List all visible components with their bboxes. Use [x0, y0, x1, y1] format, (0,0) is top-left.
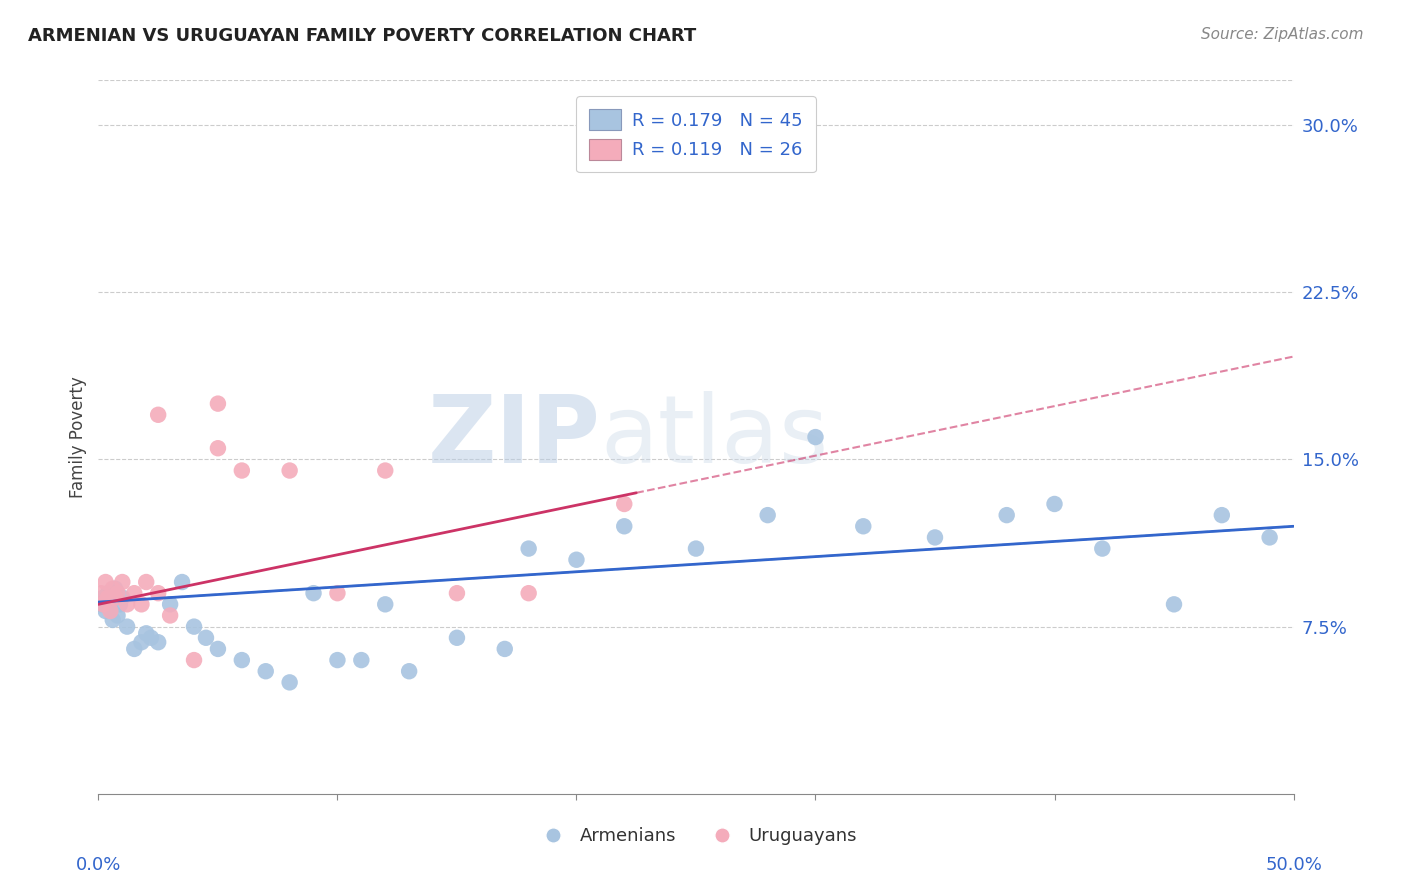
Point: [183, 619, 205, 633]
Point: [278, 675, 301, 690]
Point: [613, 497, 636, 511]
Point: [148, 635, 170, 649]
Point: [131, 635, 153, 649]
Point: [107, 586, 129, 600]
Text: ARMENIAN VS URUGUAYAN FAMILY POVERTY CORRELATION CHART: ARMENIAN VS URUGUAYAN FAMILY POVERTY COR…: [28, 27, 696, 45]
Point: [195, 631, 218, 645]
Point: [98, 604, 122, 618]
Point: [91, 591, 114, 605]
Point: [101, 582, 124, 596]
Point: [104, 582, 127, 596]
Point: [446, 586, 468, 600]
Point: [139, 631, 162, 645]
Point: [97, 591, 120, 605]
Point: [91, 598, 114, 612]
Point: [565, 552, 588, 567]
Point: [131, 598, 153, 612]
Point: [159, 608, 181, 623]
Point: [183, 653, 205, 667]
Point: [350, 653, 373, 667]
Point: [207, 442, 229, 455]
Point: [111, 591, 134, 605]
Point: [231, 653, 253, 667]
Point: [1163, 598, 1185, 612]
Point: [374, 598, 396, 612]
Point: [995, 508, 1018, 523]
Point: [90, 586, 112, 600]
Point: [1211, 508, 1233, 523]
Point: [98, 602, 122, 616]
Point: [278, 464, 301, 478]
Point: [446, 631, 468, 645]
Text: 0.0%: 0.0%: [76, 856, 121, 874]
Point: [326, 653, 349, 667]
Point: [231, 464, 253, 478]
Point: [97, 586, 120, 600]
Point: [517, 541, 540, 556]
Point: [111, 575, 134, 590]
Point: [207, 642, 229, 657]
Point: [1091, 541, 1114, 556]
Point: [135, 626, 157, 640]
Point: [398, 664, 420, 679]
Point: [924, 530, 946, 544]
Point: [90, 598, 112, 612]
Point: [94, 604, 117, 618]
Point: [115, 598, 138, 612]
Point: [104, 591, 127, 605]
Point: [135, 575, 157, 590]
Point: [613, 519, 636, 533]
Point: [756, 508, 779, 523]
Point: [254, 664, 277, 679]
Legend: Armenians, Uruguayans: Armenians, Uruguayans: [527, 821, 865, 853]
Point: [108, 598, 131, 612]
Point: [115, 619, 138, 633]
Point: [148, 408, 170, 422]
Point: [326, 586, 349, 600]
Point: [517, 586, 540, 600]
Point: [172, 575, 194, 590]
Text: atlas: atlas: [600, 391, 828, 483]
Point: [1258, 530, 1281, 544]
Point: [124, 642, 146, 657]
Point: [101, 613, 124, 627]
Point: [94, 575, 117, 590]
Point: [207, 396, 229, 410]
Point: [685, 541, 707, 556]
Point: [148, 586, 170, 600]
Point: [494, 642, 516, 657]
Point: [124, 586, 146, 600]
Point: [302, 586, 325, 600]
Text: ZIP: ZIP: [427, 391, 600, 483]
Point: [852, 519, 875, 533]
Point: [159, 598, 181, 612]
Point: [804, 430, 827, 444]
Point: [107, 608, 129, 623]
Point: [374, 464, 396, 478]
Y-axis label: Family Poverty: Family Poverty: [69, 376, 87, 498]
Point: [1043, 497, 1066, 511]
Text: 50.0%: 50.0%: [1265, 856, 1322, 874]
Text: Source: ZipAtlas.com: Source: ZipAtlas.com: [1201, 27, 1364, 42]
